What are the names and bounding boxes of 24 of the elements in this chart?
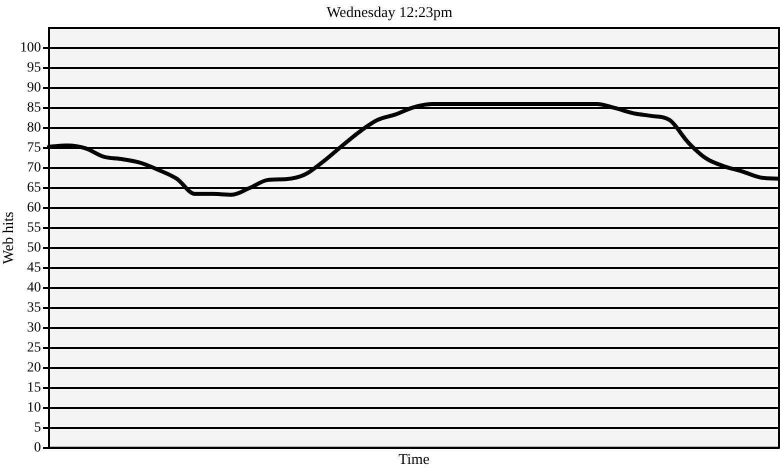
y-axis-title: Web hits: [0, 211, 17, 264]
y-tick-label: 25: [27, 340, 41, 356]
y-tick-label: 90: [27, 80, 41, 96]
y-tick-label: 65: [27, 180, 41, 196]
y-tick-label: 95: [27, 60, 41, 76]
y-tick-label: 10: [27, 400, 41, 416]
chart-title: Wednesday 12:23pm: [326, 4, 453, 21]
y-tick-label: 45: [27, 260, 41, 276]
y-tick-label: 60: [27, 200, 41, 216]
y-tick-label: 100: [20, 40, 41, 56]
y-tick-label: 50: [27, 240, 41, 256]
y-tick-label: 35: [27, 300, 41, 316]
y-tick-label: 55: [27, 220, 41, 236]
y-tick-label: 20: [27, 360, 41, 376]
y-tick-label: 85: [27, 100, 41, 116]
y-tick-label: 40: [27, 280, 41, 296]
y-tick-label: 75: [27, 140, 41, 156]
y-tick-label: 5: [34, 420, 41, 436]
y-tick-label: 0: [34, 440, 41, 456]
y-tick-label: 80: [27, 120, 41, 136]
y-tick-label: 30: [27, 320, 41, 336]
y-tick-label: 15: [27, 380, 41, 396]
x-axis-title: Time: [398, 452, 430, 468]
y-tick-label: 70: [27, 160, 41, 176]
